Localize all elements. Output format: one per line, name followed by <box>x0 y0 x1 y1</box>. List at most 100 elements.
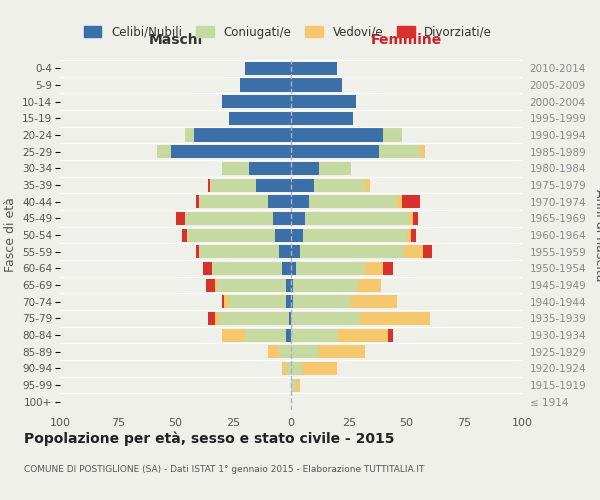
Y-axis label: Fasce di età: Fasce di età <box>4 198 17 272</box>
Bar <box>402 195 421 208</box>
Bar <box>291 328 337 342</box>
Bar <box>383 128 402 141</box>
Bar <box>291 345 319 358</box>
Bar <box>291 95 356 108</box>
Bar <box>171 145 291 158</box>
Bar <box>187 228 275 241</box>
Bar <box>310 195 397 208</box>
Bar <box>379 145 421 158</box>
Bar <box>409 212 413 225</box>
Bar <box>256 178 291 192</box>
Bar <box>302 228 407 241</box>
Bar <box>291 62 337 75</box>
Bar <box>291 128 383 141</box>
Bar <box>291 295 293 308</box>
Bar <box>245 328 286 342</box>
Bar <box>194 128 291 141</box>
Bar <box>358 278 381 291</box>
Bar <box>296 262 365 275</box>
Bar <box>305 212 409 225</box>
Bar <box>215 278 217 291</box>
Bar <box>291 278 293 291</box>
Bar <box>250 162 291 175</box>
Text: Maschi: Maschi <box>148 32 203 46</box>
Bar <box>300 245 404 258</box>
Text: Femmine: Femmine <box>371 32 442 46</box>
Bar <box>245 62 291 75</box>
Bar <box>413 212 418 225</box>
Bar <box>199 195 268 208</box>
Bar <box>291 162 319 175</box>
Bar <box>291 178 314 192</box>
Bar <box>240 78 291 92</box>
Bar <box>365 262 383 275</box>
Bar <box>215 312 220 325</box>
Bar <box>272 212 291 225</box>
Bar <box>208 178 210 192</box>
Bar <box>212 262 282 275</box>
Bar <box>208 312 215 325</box>
Bar <box>293 278 358 291</box>
Bar <box>296 378 300 392</box>
Bar <box>407 228 411 241</box>
Bar <box>388 328 392 342</box>
Bar <box>280 345 291 358</box>
Bar <box>286 295 291 308</box>
Bar <box>199 245 280 258</box>
Bar <box>291 212 305 225</box>
Bar <box>229 112 291 125</box>
Bar <box>291 245 300 258</box>
Bar <box>314 178 365 192</box>
Text: Popolazione per età, sesso e stato civile - 2015: Popolazione per età, sesso e stato civil… <box>24 431 395 446</box>
Bar <box>291 262 296 275</box>
Bar <box>291 145 379 158</box>
Bar <box>222 162 250 175</box>
Bar <box>282 262 291 275</box>
Bar <box>291 195 310 208</box>
Bar <box>222 295 224 308</box>
Bar <box>397 195 402 208</box>
Legend: Celibi/Nubili, Coniugati/e, Vedovi/e, Divorziati/e: Celibi/Nubili, Coniugati/e, Vedovi/e, Di… <box>79 21 497 44</box>
Y-axis label: Anni di nascita: Anni di nascita <box>593 188 600 281</box>
Bar <box>185 212 272 225</box>
Bar <box>217 278 286 291</box>
Bar <box>360 312 430 325</box>
Bar <box>351 295 397 308</box>
Bar <box>157 145 171 158</box>
Bar <box>196 195 199 208</box>
Bar <box>422 245 432 258</box>
Bar <box>286 362 291 375</box>
Bar <box>286 278 291 291</box>
Bar <box>229 295 286 308</box>
Bar <box>286 328 291 342</box>
Bar <box>222 328 245 342</box>
Bar <box>291 362 302 375</box>
Bar <box>210 178 256 192</box>
Bar <box>289 312 291 325</box>
Bar <box>302 362 337 375</box>
Bar <box>383 262 392 275</box>
Bar <box>421 145 425 158</box>
Bar <box>196 245 199 258</box>
Bar <box>319 162 351 175</box>
Bar <box>275 228 291 241</box>
Bar <box>291 78 342 92</box>
Bar <box>319 345 365 358</box>
Bar <box>282 362 286 375</box>
Bar <box>224 295 229 308</box>
Text: COMUNE DI POSTIGLIONE (SA) - Dati ISTAT 1° gennaio 2015 - Elaborazione TUTTITALI: COMUNE DI POSTIGLIONE (SA) - Dati ISTAT … <box>24 466 424 474</box>
Bar <box>291 228 302 241</box>
Bar <box>268 345 280 358</box>
Bar <box>176 212 185 225</box>
Bar <box>365 178 370 192</box>
Bar <box>291 312 360 325</box>
Bar <box>411 228 416 241</box>
Bar <box>291 378 296 392</box>
Bar <box>291 112 353 125</box>
Bar <box>182 228 187 241</box>
Bar <box>206 278 215 291</box>
Bar <box>185 128 194 141</box>
Bar <box>220 312 289 325</box>
Bar <box>404 245 422 258</box>
Bar <box>222 95 291 108</box>
